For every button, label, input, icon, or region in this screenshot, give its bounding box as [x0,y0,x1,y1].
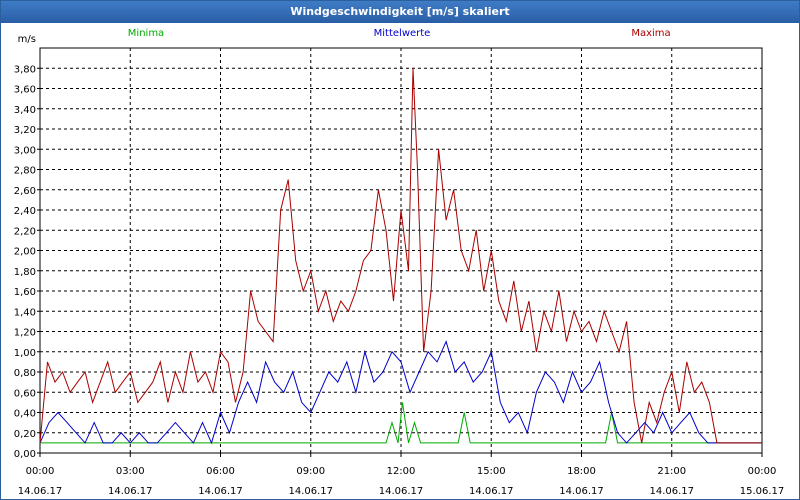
x-tick-time: 15:00 [477,466,506,477]
x-tick-date: 14.06.17 [559,486,604,497]
legend-entry-maxima: Maxima [631,28,670,39]
x-tick-date: 14.06.17 [18,486,63,497]
x-tick-time: 09:00 [296,466,325,477]
x-tick-time: 00:00 [26,466,55,477]
y-tick-label: 3,00 [14,145,36,156]
x-tick-date: 14.06.17 [198,486,243,497]
y-tick-label: 2,80 [14,166,36,177]
legend-entry-mittelwerte: Mittelwerte [374,28,431,39]
x-tick-time: 21:00 [657,466,686,477]
series-line-mittelwerte [39,340,762,445]
y-tick-label: 0,20 [14,429,36,440]
y-tick-label: 2,20 [14,226,36,237]
y-tick-label: 1,80 [14,267,36,278]
window-title: Windgeschwindigkeit [m/s] skaliert [1,1,799,23]
y-tick-label: 2,40 [14,206,36,217]
legend: Minima Mittelwerte Maxima [128,28,671,39]
series-line-maxima [39,68,762,444]
y-tick-label: 3,40 [14,105,36,116]
x-tick-date: 15.06.17 [740,486,785,497]
x-tick-date: 14.06.17 [288,486,333,497]
x-tick-time: 18:00 [567,466,596,477]
x-tick-time: 06:00 [206,466,235,477]
x-tick-date: 14.06.17 [379,486,424,497]
y-tick-label: 1,00 [14,348,36,359]
x-tick-time: 12:00 [387,466,416,477]
wind-speed-chart: 0,00 0,20 0,40 0,60 0,80 1,00 1,20 1,40 1,60 1,80… [14,28,785,497]
y-tick-label: 2,00 [14,247,36,258]
y-tick-label: 0,60 [14,388,36,399]
y-tick-label: 1,40 [14,307,36,318]
x-tick-date: 14.06.17 [108,486,153,497]
y-tick-label: 3,80 [14,64,36,75]
y-tick-label: 0,00 [14,449,36,460]
y-tick-label: 2,60 [14,186,36,197]
y-axis: 0,00 0,20 0,40 0,60 0,80 1,00 1,20 1,40 1,60 1,80… [14,34,40,460]
legend-entry-minima: Minima [128,28,164,39]
x-tick-date: 14.06.17 [649,486,694,497]
x-tick-time: 03:00 [116,466,145,477]
y-tick-label: 1,60 [14,287,36,298]
x-tick-date: 14.06.17 [469,486,514,497]
y-tick-label: 0,40 [14,409,36,420]
y-tick-label: 3,20 [14,125,36,136]
x-axis: 00:00 14.06.17 03:00 14.06.17 06:00 14.06.17 0… [18,453,785,497]
series-line-minima [40,402,762,444]
y-tick-label: 3,60 [14,85,36,96]
y-axis-label: m/s [18,34,36,45]
y-tick-label: 0,80 [14,368,36,379]
grid [40,48,762,453]
x-tick-time: 00:00 [748,466,777,477]
y-tick-label: 1,20 [14,328,36,339]
